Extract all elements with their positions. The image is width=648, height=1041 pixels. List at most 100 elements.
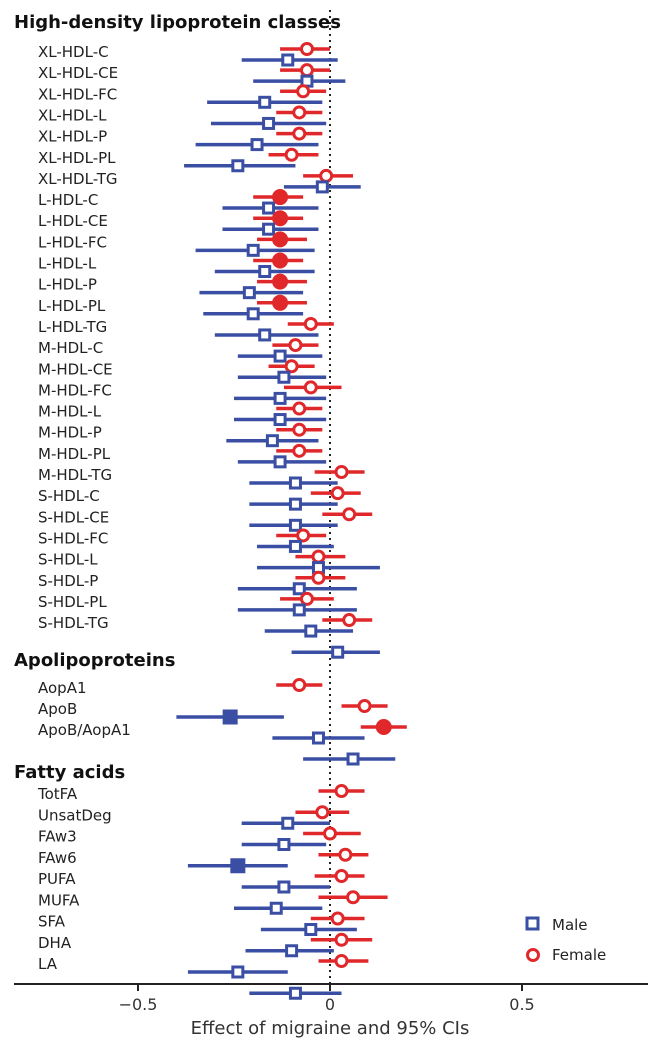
male-estimate-marker (304, 624, 318, 638)
row-label: AopA1 (38, 679, 87, 697)
legend-male-marker (525, 916, 540, 931)
male-estimate-marker (331, 645, 345, 659)
row-label: SFA (38, 913, 66, 931)
female-estimate-marker (330, 911, 345, 926)
female-estimate-marker (338, 847, 353, 862)
male-estimate-marker (246, 243, 260, 257)
row-label: XL-HDL-CE (38, 64, 118, 82)
x-axis-label: Effect of migraine and 95% CIs (191, 1018, 470, 1039)
male-estimate-marker (230, 858, 246, 874)
male-estimate-marker (277, 838, 291, 851)
female-estimate-marker (272, 210, 289, 227)
row-label: S-HDL-TG (38, 614, 109, 632)
row-label: L-HDL-P (38, 276, 97, 294)
male-estimate-marker (288, 539, 302, 553)
male-estimate-marker (281, 816, 295, 830)
male-estimate-marker (273, 349, 287, 363)
female-estimate-marker (323, 826, 337, 841)
row-label: M-HDL-TG (38, 466, 112, 484)
male-estimate-marker (262, 116, 276, 130)
male-estimate-marker (277, 370, 291, 384)
male-estimate-marker (288, 986, 302, 1000)
female-estimate-marker (303, 316, 318, 331)
male-estimate-marker (292, 603, 306, 617)
male-estimate-marker (258, 95, 272, 109)
section-title: High-density lipoprotein classes (14, 12, 341, 33)
legend: Male Female (525, 916, 606, 964)
male-estimate-marker (292, 582, 306, 596)
x-tick-label: −0.5 (119, 995, 158, 1014)
row-label: XL-HDL-FC (38, 85, 117, 103)
male-estimate-marker (281, 53, 295, 67)
female-estimate-marker (342, 613, 357, 628)
female-estimate-marker (272, 231, 289, 248)
male-estimate-marker (288, 476, 302, 490)
row-label: S-HDL-P (38, 572, 98, 590)
female-estimate-marker (272, 252, 289, 269)
male-estimate-marker (273, 413, 287, 427)
female-estimate-marker (292, 443, 307, 458)
row-label: M-HDL-P (38, 424, 102, 442)
female-estimate-marker (334, 932, 349, 947)
male-estimate-marker (262, 222, 276, 236)
female-estimate-marker (292, 678, 307, 692)
male-estimate-marker (246, 307, 260, 321)
female-estimate-marker (292, 105, 307, 120)
male-estimate-marker (273, 391, 287, 405)
male-estimate-marker (258, 328, 272, 342)
row-label: M-HDL-L (38, 403, 102, 421)
male-estimate-marker (311, 731, 325, 745)
row-label: UnsatDeg (38, 806, 112, 824)
row-label: XL-HDL-C (38, 43, 109, 61)
female-estimate-marker (284, 359, 299, 374)
female-estimate-marker (330, 486, 345, 501)
male-estimate-marker (250, 138, 264, 152)
female-estimate-marker (272, 294, 289, 311)
male-estimate-marker (288, 518, 302, 532)
plot-sections: High-density lipoprotein classes XL-HDL-C… (14, 12, 407, 1000)
female-estimate-marker (284, 147, 299, 162)
row-label: PUFA (38, 870, 76, 888)
legend-female-marker (526, 948, 540, 962)
female-estimate-marker (334, 784, 349, 798)
x-tick-label: 0.5 (509, 995, 534, 1014)
row-label: L-HDL-PL (38, 297, 106, 315)
row-label: ApoB (38, 700, 77, 718)
x-axis-ticks: −0.5 0 0.5 (119, 984, 535, 1014)
female-estimate-marker (292, 126, 307, 141)
male-estimate-marker (242, 286, 256, 300)
row-label: M-HDL-C (38, 339, 103, 357)
female-estimate-marker (296, 84, 311, 99)
male-estimate-marker (231, 965, 245, 979)
male-estimate-marker (304, 923, 318, 936)
female-estimate-marker (292, 422, 307, 437)
female-estimate-marker (272, 273, 289, 290)
male-estimate-marker (265, 434, 279, 448)
row-label: XL-HDL-TG (38, 170, 118, 188)
row-label: TotFA (37, 785, 78, 803)
female-estimate-marker (334, 954, 349, 968)
x-tick-label: 0 (325, 995, 335, 1014)
row-label: ApoB/AopA1 (38, 721, 131, 739)
row-label: S-HDL-PL (38, 593, 107, 611)
female-estimate-marker (292, 401, 307, 416)
male-estimate-marker (315, 180, 329, 194)
row-label: L-HDL-L (38, 255, 97, 273)
female-estimate-marker (303, 380, 318, 395)
male-estimate-marker (277, 880, 291, 894)
male-estimate-marker (346, 752, 360, 766)
female-estimate-marker (319, 168, 334, 183)
section-title: Apolipoproteins (14, 650, 175, 671)
section-title: Fatty acids (14, 762, 125, 783)
female-estimate-marker (342, 507, 357, 522)
row-label: L-HDL-TG (38, 318, 107, 336)
female-estimate-marker (311, 570, 326, 585)
row-label: S-HDL-C (38, 487, 100, 505)
male-estimate-marker (285, 944, 299, 958)
row-label: L-HDL-C (38, 191, 98, 209)
female-estimate-marker (357, 699, 372, 713)
male-estimate-marker (231, 159, 245, 173)
row-label: S-HDL-L (38, 551, 98, 569)
legend-male-label: Male (552, 916, 588, 934)
